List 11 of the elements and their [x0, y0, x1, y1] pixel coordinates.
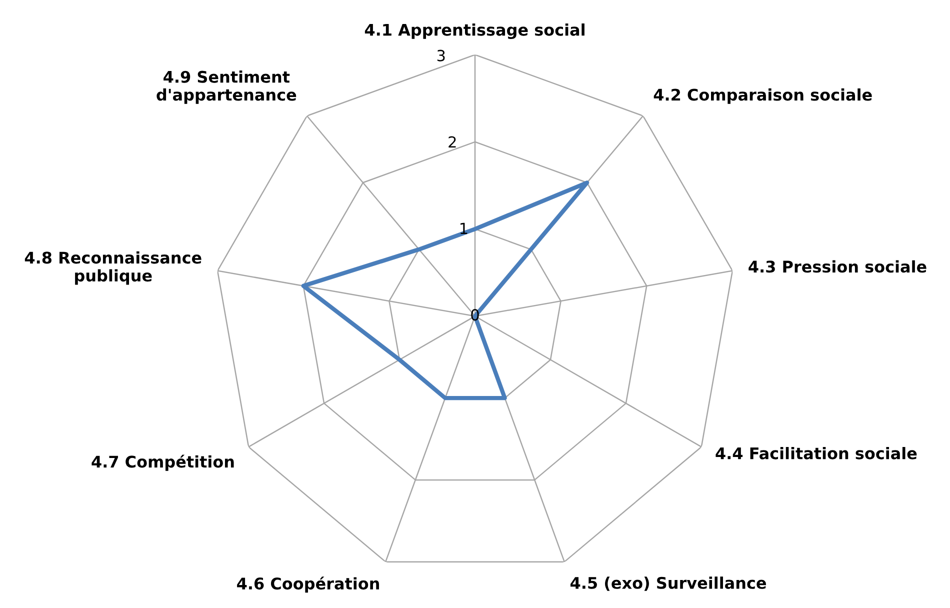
- spoke-label: 4.4 Facilitation sociale: [716, 446, 917, 460]
- y-tick-label: 2: [448, 136, 456, 148]
- spoke-label: 4.8 Reconnaissance publique: [24, 251, 202, 285]
- spoke-label: 4.9 Sentiment d'appartenance: [156, 70, 296, 104]
- spoke-label: 4.3 Pression sociale: [748, 260, 926, 273]
- spoke-label: 4.1 Apprentissage social: [364, 23, 584, 40]
- spoke-label: 4.5 (exo) Surveillance: [570, 576, 766, 591]
- spoke-label: 4.6 Coopération: [237, 576, 379, 593]
- spoke-label: 4.7 Compétition: [92, 454, 234, 471]
- y-tick-label: 3: [437, 50, 445, 62]
- spoke-label: 4.2 Comparaison sociale: [654, 88, 872, 104]
